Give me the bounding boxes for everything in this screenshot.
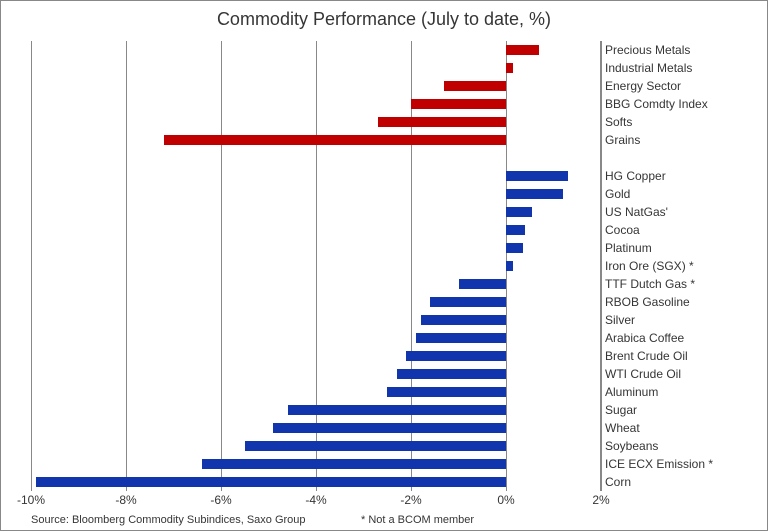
category-label: Cocoa: [605, 223, 640, 237]
bar: [444, 81, 506, 91]
x-tick-label: -10%: [17, 493, 45, 507]
chart-footer: Source: Bloomberg Commodity Subindices, …: [31, 514, 601, 526]
bar: [506, 189, 563, 199]
category-label: Precious Metals: [605, 43, 690, 57]
category-label: Grains: [605, 133, 640, 147]
bar: [506, 171, 568, 181]
category-label: US NatGas': [605, 205, 668, 219]
bar: [430, 297, 506, 307]
bar: [378, 117, 506, 127]
category-label: Platinum: [605, 241, 652, 255]
bar: [411, 99, 506, 109]
y-axis-labels: Precious Metals Industrial Metals Energy S…: [605, 41, 765, 491]
x-axis-labels: -10%-8%-6%-4%-2%0%2%: [31, 493, 601, 509]
gridline: [126, 41, 127, 491]
category-label: RBOB Gasoline: [605, 295, 690, 309]
category-label: Soybeans: [605, 439, 658, 453]
gridline: [31, 41, 32, 491]
x-tick-label: 2%: [592, 493, 609, 507]
bar: [506, 261, 513, 271]
category-label: Aluminum: [605, 385, 658, 399]
bar: [421, 315, 507, 325]
bar: [387, 387, 506, 397]
x-tick-label: 0%: [497, 493, 514, 507]
x-tick-label: -2%: [400, 493, 421, 507]
category-label: TTF Dutch Gas *: [605, 277, 695, 291]
bar: [506, 207, 532, 217]
category-label: Energy Sector: [605, 79, 681, 93]
footer-source: Source: Bloomberg Commodity Subindices, …: [31, 514, 306, 526]
category-label: Industrial Metals: [605, 61, 692, 75]
category-label: Wheat: [605, 421, 640, 435]
category-label: BBG Comdty Index: [605, 97, 708, 111]
bar: [164, 135, 506, 145]
category-label: Gold: [605, 187, 630, 201]
category-label: Sugar: [605, 403, 637, 417]
category-label: Silver: [605, 313, 635, 327]
gridline: [601, 41, 602, 491]
category-label: ICE ECX Emission *: [605, 457, 713, 471]
bar: [273, 423, 506, 433]
bar: [459, 279, 507, 289]
bar: [506, 225, 525, 235]
x-tick-label: -8%: [115, 493, 136, 507]
bar: [406, 351, 506, 361]
category-label: Softs: [605, 115, 632, 129]
bar: [506, 63, 513, 73]
x-tick-label: -4%: [305, 493, 326, 507]
bar: [506, 243, 523, 253]
bar: [416, 333, 506, 343]
bar: [202, 459, 506, 469]
chart-title: Commodity Performance (July to date, %): [1, 9, 767, 30]
bar: [288, 405, 507, 415]
bar: [397, 369, 506, 379]
category-label: Iron Ore (SGX) *: [605, 259, 694, 273]
x-tick-label: -6%: [210, 493, 231, 507]
gridline: [221, 41, 222, 491]
category-label: Corn: [605, 475, 631, 489]
plot-area: [31, 41, 601, 491]
bar: [245, 441, 506, 451]
category-label: HG Copper: [605, 169, 666, 183]
category-label: Brent Crude Oil: [605, 349, 688, 363]
category-label: Arabica Coffee: [605, 331, 684, 345]
bar: [506, 45, 539, 55]
footer-note: * Not a BCOM member: [361, 514, 474, 526]
bar: [36, 477, 506, 487]
category-label: WTI Crude Oil: [605, 367, 681, 381]
